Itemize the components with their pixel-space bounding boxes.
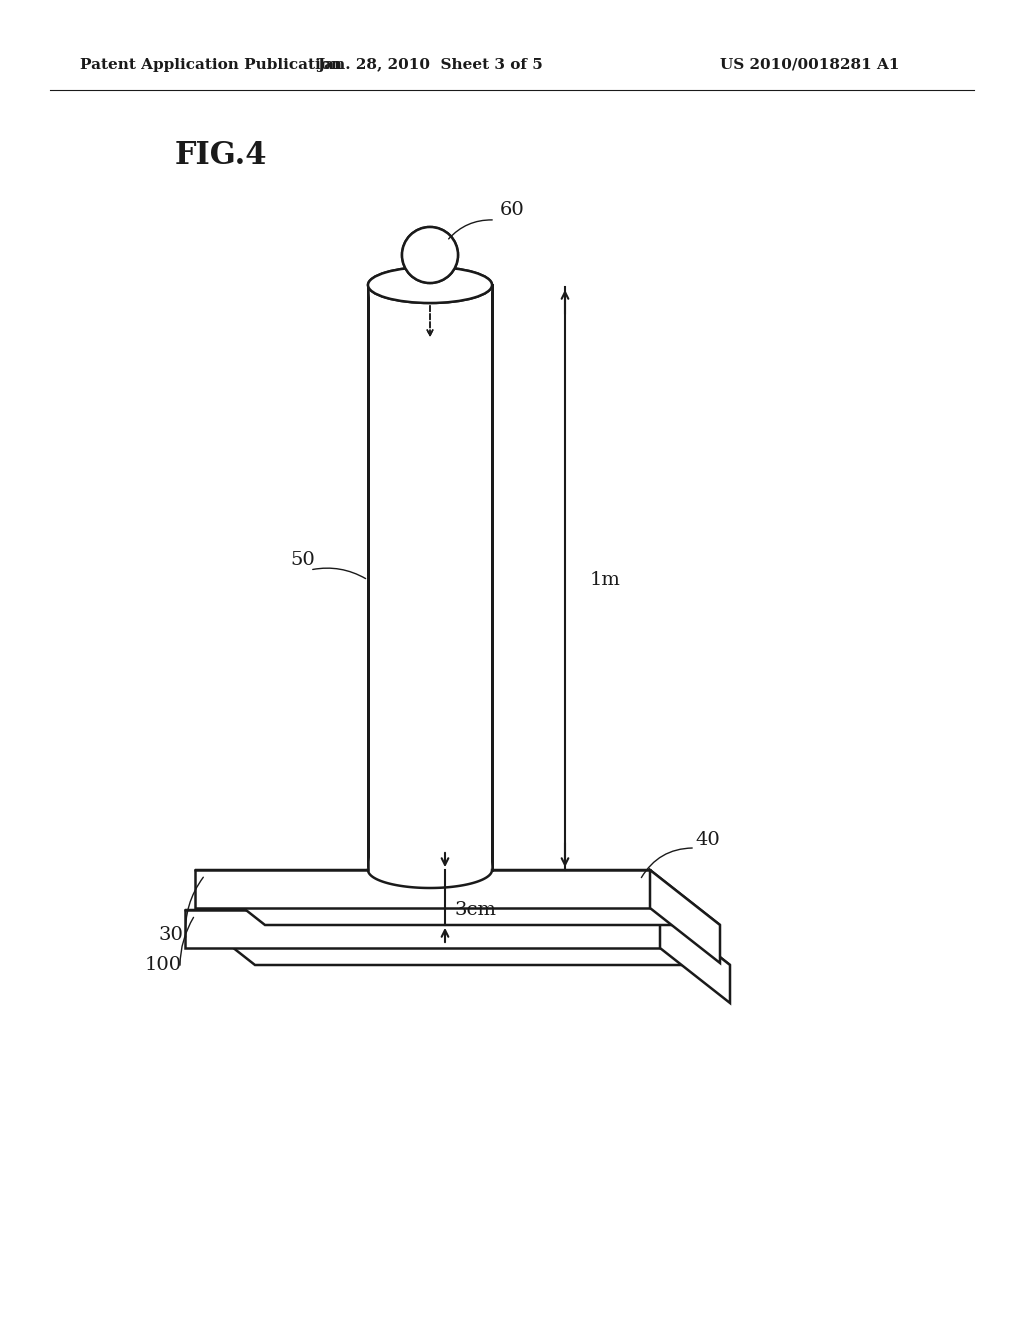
Text: 100: 100 bbox=[145, 956, 182, 974]
Text: Jan. 28, 2010  Sheet 3 of 5: Jan. 28, 2010 Sheet 3 of 5 bbox=[317, 58, 543, 73]
Polygon shape bbox=[368, 285, 492, 888]
Text: 1m: 1m bbox=[590, 572, 621, 589]
Polygon shape bbox=[650, 870, 720, 964]
Polygon shape bbox=[368, 285, 492, 888]
Text: 60: 60 bbox=[500, 201, 524, 219]
Text: 30: 30 bbox=[158, 927, 183, 944]
Text: FIG.4: FIG.4 bbox=[175, 140, 267, 170]
Text: US 2010/0018281 A1: US 2010/0018281 A1 bbox=[720, 58, 899, 73]
Text: 50: 50 bbox=[290, 550, 314, 569]
Circle shape bbox=[402, 227, 458, 282]
Polygon shape bbox=[195, 870, 720, 925]
Polygon shape bbox=[185, 909, 660, 948]
Polygon shape bbox=[185, 909, 730, 965]
Text: 3cm: 3cm bbox=[455, 902, 497, 919]
Text: 40: 40 bbox=[695, 832, 720, 849]
Text: Patent Application Publication: Patent Application Publication bbox=[80, 58, 342, 73]
Circle shape bbox=[402, 227, 458, 282]
Ellipse shape bbox=[368, 267, 492, 304]
Polygon shape bbox=[195, 870, 650, 908]
Ellipse shape bbox=[368, 267, 492, 304]
Polygon shape bbox=[660, 909, 730, 1003]
